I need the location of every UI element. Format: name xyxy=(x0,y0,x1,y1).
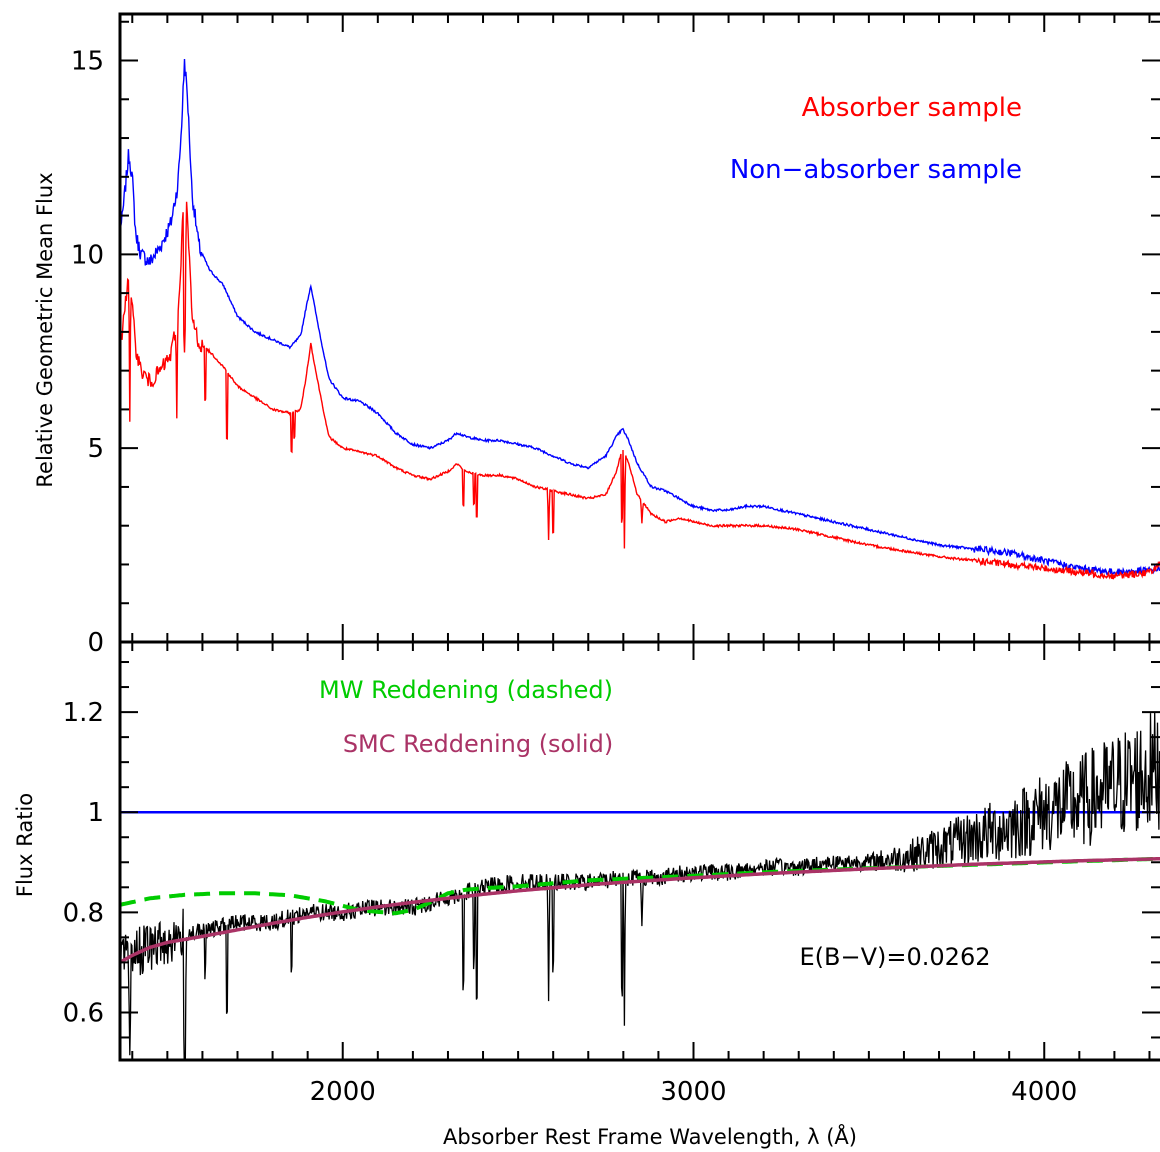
smc-reddening-curve xyxy=(120,857,1160,964)
bottom-panel: 0.6 0.8 1 1.2 2000 3000 4000 Flux Ratio Absor… xyxy=(13,640,1160,1149)
legend-absorber-sample: Absorber sample xyxy=(802,93,1022,123)
bottom-y-tick-labels: 0.6 0.8 1 1.2 xyxy=(63,698,104,1028)
y-tick-label: 10 xyxy=(71,240,104,270)
bottom-plot-area xyxy=(120,711,1160,1060)
x-tick-labels: 2000 3000 4000 xyxy=(310,1077,1078,1107)
ebv-annotation: E(B−V)=0.0262 xyxy=(800,943,991,971)
bottom-y-axis-title: Flux Ratio xyxy=(13,793,37,897)
x-tick-label: 2000 xyxy=(310,1077,376,1107)
series-line-non-absorber-sample xyxy=(119,58,1160,578)
top-plot-area xyxy=(119,58,1160,580)
y-tick-label: 1 xyxy=(87,798,104,828)
y-tick-label: 0.8 xyxy=(63,898,104,928)
series-line-absorber-sample xyxy=(119,201,1160,580)
x-axis-title: Absorber Rest Frame Wavelength, λ (Å) xyxy=(443,1123,857,1149)
y-tick-label: 0 xyxy=(87,628,104,658)
y-tick-label: 0.6 xyxy=(63,998,104,1028)
y-tick-label: 15 xyxy=(71,47,104,77)
x-tick-label: 3000 xyxy=(660,1077,726,1107)
y-tick-label: 5 xyxy=(87,434,104,464)
y-tick-label: 1.2 xyxy=(63,698,104,728)
top-y-tick-labels: 0 5 10 15 xyxy=(71,47,104,658)
top-y-axis-title: Relative Geometric Mean Flux xyxy=(33,172,57,487)
flux-ratio-line xyxy=(120,711,1160,1060)
legend-non-absorber-sample: Non−absorber sample xyxy=(730,155,1022,185)
smc-reddening-label: SMC Reddening (solid) xyxy=(343,730,613,758)
top-panel: 0 5 10 15 Relative Geometric Mean Flux Abso… xyxy=(33,12,1160,658)
mw-reddening-label: MW Reddening (dashed) xyxy=(319,676,613,704)
bottom-panel-frame xyxy=(118,640,1160,1062)
mw-reddening-curve xyxy=(120,856,1160,916)
x-tick-label: 4000 xyxy=(1011,1077,1077,1107)
